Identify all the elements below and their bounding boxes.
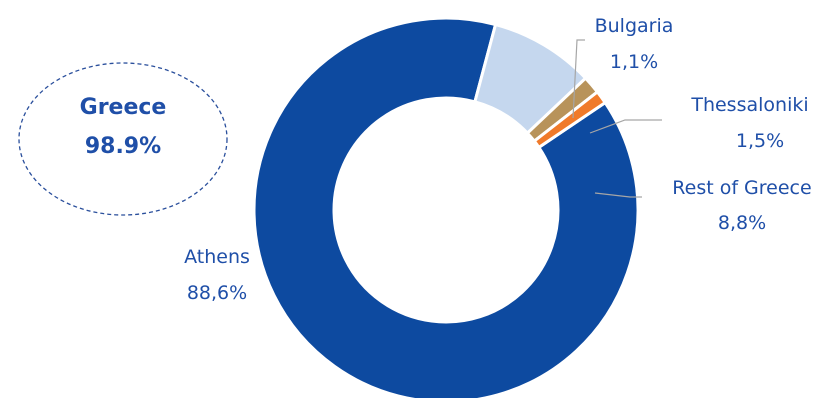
callout-value: 98.9%	[85, 134, 161, 159]
callout-title: Greece	[80, 95, 167, 120]
label-rest-of-greece-value: 8,8%	[718, 212, 766, 234]
label-rest-of-greece-name: Rest of Greece	[672, 177, 811, 199]
label-bulgaria-name: Bulgaria	[595, 15, 674, 37]
label-thessaloniki-value: 1,5%	[736, 130, 784, 152]
label-bulgaria-value: 1,1%	[610, 51, 658, 73]
greece-total-callout: Greece 98.9%	[19, 63, 227, 215]
donut-slices	[254, 18, 638, 398]
label-thessaloniki-name: Thessaloniki	[690, 94, 808, 116]
label-athens-value: 88,6%	[187, 282, 247, 304]
label-athens-name: Athens	[184, 246, 250, 268]
